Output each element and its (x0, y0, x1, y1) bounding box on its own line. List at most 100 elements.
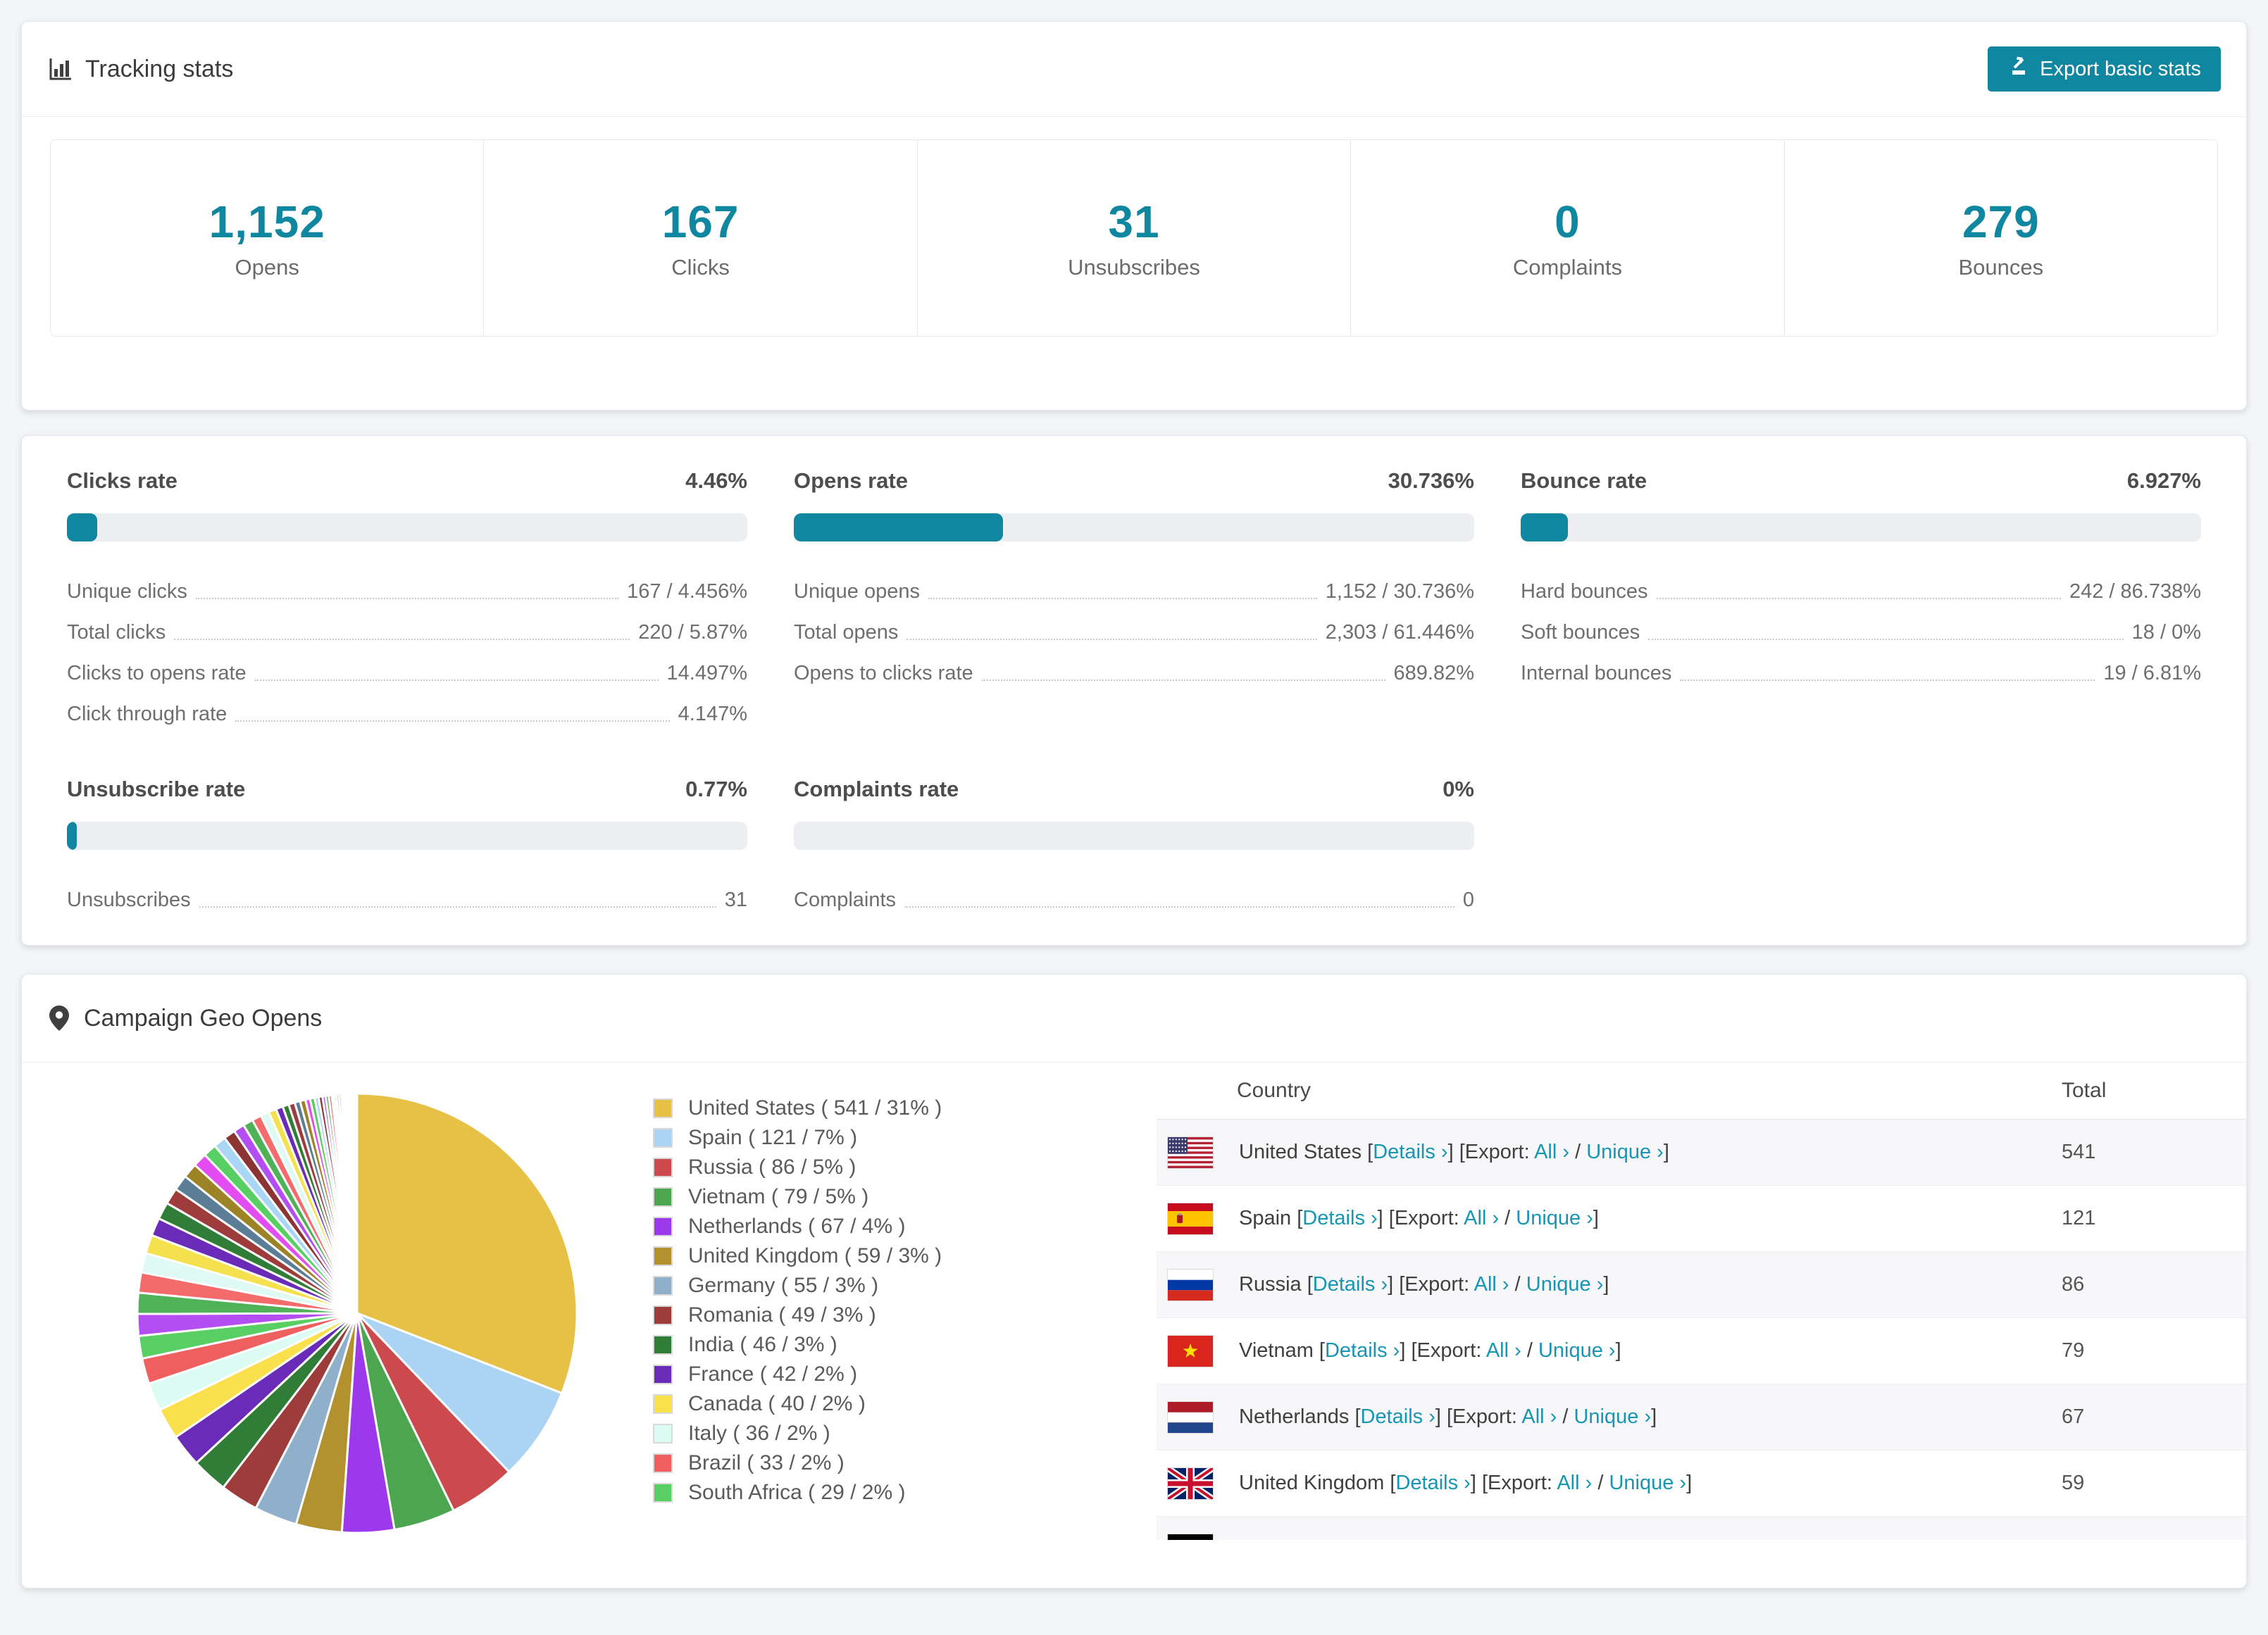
legend-item: Spain ( 121 / 7% ) (653, 1123, 942, 1153)
geo-card-title: Campaign Geo Opens (47, 1004, 322, 1032)
rate-row-label: Unique opens (794, 581, 920, 603)
export-unique-link[interactable]: Unique › (1547, 1538, 1625, 1540)
rate-progress-track (794, 822, 1474, 850)
legend-label: Italy ( 36 / 2% ) (688, 1422, 830, 1446)
campaign-geo-opens-card: Campaign Geo Opens United States ( 541 /… (21, 974, 2247, 1589)
export-all-link[interactable]: All › (1534, 1141, 1569, 1163)
leader-dots (1657, 598, 2061, 599)
country-links: United Kingdom [Details ›] [Export: All … (1239, 1472, 1692, 1495)
rate-row-label: Total clicks (67, 622, 166, 644)
legend-item: Romania ( 49 / 3% ) (653, 1301, 942, 1330)
export-all-link[interactable]: All › (1464, 1207, 1499, 1229)
geo-table-body: United States [Details ›] [Export: All ›… (1157, 1120, 2246, 1540)
export-all-link[interactable]: All › (1495, 1538, 1531, 1540)
total-column-header: Total (2062, 1079, 2246, 1103)
legend-label: United Kingdom ( 59 / 3% ) (688, 1244, 942, 1268)
export-unique-link[interactable]: Unique › (1574, 1405, 1651, 1428)
details-link[interactable]: Details › (1395, 1472, 1470, 1494)
leader-dots (255, 679, 659, 681)
details-link[interactable]: Details › (1302, 1207, 1377, 1229)
export-all-link[interactable]: All › (1557, 1472, 1592, 1494)
details-link[interactable]: Details › (1334, 1538, 1409, 1540)
legend-label: Netherlands ( 67 / 4% ) (688, 1215, 905, 1239)
legend-label: Romania ( 49 / 3% ) (688, 1303, 876, 1327)
country-cell: Russia [Details ›] [Export: All › / Uniq… (1157, 1269, 2062, 1301)
rate-row-value: 220 / 5.87% (638, 622, 747, 644)
country-name: Netherlands (1239, 1405, 1354, 1428)
country-name: Spain (1239, 1207, 1297, 1229)
country-cell: Spain [Details ›] [Export: All › / Uniqu… (1157, 1203, 2062, 1235)
geo-table-row-vn[interactable]: Vietnam [Details ›] [Export: All › / Uni… (1157, 1318, 2246, 1384)
details-link[interactable]: Details › (1373, 1141, 1447, 1163)
total-cell: 86 (2062, 1273, 2246, 1296)
export-unique-link[interactable]: Unique › (1526, 1273, 1604, 1296)
geo-content: United States ( 541 / 31% )Spain ( 121 /… (22, 1063, 2246, 1540)
us-flag-icon (1167, 1136, 1214, 1169)
export-unique-link[interactable]: Unique › (1609, 1472, 1686, 1494)
rate-value: 30.736% (1388, 468, 1474, 494)
export-unique-link[interactable]: Unique › (1538, 1339, 1616, 1362)
rate-value: 0% (1443, 777, 1474, 802)
details-link[interactable]: Details › (1313, 1273, 1388, 1296)
country-links: Netherlands [Details ›] [Export: All › /… (1239, 1405, 1657, 1429)
legend-swatch (653, 1365, 673, 1384)
country-name: United Kingdom (1239, 1472, 1390, 1494)
leader-dots (982, 679, 1385, 681)
geo-table-row-es[interactable]: Spain [Details ›] [Export: All › / Uniqu… (1157, 1186, 2246, 1252)
geo-table-row-nl[interactable]: Netherlands [Details ›] [Export: All › /… (1157, 1384, 2246, 1451)
legend-swatch (653, 1217, 673, 1236)
country-name: United States (1239, 1141, 1367, 1163)
rate-progress-track (67, 513, 747, 541)
geo-table-row-ru[interactable]: Russia [Details ›] [Export: All › / Uniq… (1157, 1252, 2246, 1318)
geo-table: Country Total United States [Details ›] … (1157, 1063, 2246, 1540)
legend-label: Canada ( 40 / 2% ) (688, 1392, 866, 1416)
geo-table-row-de[interactable]: Germany [Details ›] [Export: All › / Uni… (1157, 1517, 2246, 1540)
total-cell: 79 (2062, 1339, 2246, 1362)
bracket-open: [ (1319, 1339, 1325, 1362)
rate-row-value: 19 / 6.81% (2103, 663, 2201, 685)
leader-dots (196, 598, 618, 599)
details-link[interactable]: Details › (1361, 1405, 1435, 1428)
export-unique-link[interactable]: Unique › (1586, 1141, 1664, 1163)
export-basic-stats-button[interactable]: Export basic stats (1988, 46, 2221, 92)
legend-swatch (653, 1158, 673, 1177)
geo-table-row-us[interactable]: United States [Details ›] [Export: All ›… (1157, 1120, 2246, 1186)
geo-pie-chart (132, 1086, 582, 1537)
export-all-link[interactable]: All › (1521, 1405, 1557, 1428)
bracket-mid: ] [Export: (1435, 1405, 1522, 1428)
bracket-close: ] (1651, 1405, 1657, 1428)
bracket-mid: ] [Export: (1448, 1141, 1535, 1163)
legend-swatch (653, 1305, 673, 1325)
rate-row-value: 167 / 4.456% (627, 581, 747, 603)
bracket-mid: ] [Export: (1471, 1472, 1557, 1494)
export-all-link[interactable]: All › (1474, 1273, 1509, 1296)
rate-row-value: 2,303 / 61.446% (1326, 622, 1474, 644)
stat-value: 31 (1108, 196, 1159, 248)
rate-progress-track (67, 822, 747, 850)
rate-row-value: 242 / 86.738% (2069, 581, 2201, 603)
legend-label: South Africa ( 29 / 2% ) (688, 1481, 905, 1505)
export-all-link[interactable]: All › (1486, 1339, 1521, 1362)
geo-table-header: Country Total (1157, 1063, 2246, 1120)
rate-row-value: 0 (1463, 889, 1474, 912)
details-link[interactable]: Details › (1325, 1339, 1400, 1362)
es-flag-icon (1167, 1203, 1214, 1235)
legend-label: France ( 42 / 2% ) (688, 1362, 857, 1386)
link-slash: / (1509, 1273, 1526, 1296)
tracking-card-header: Tracking stats Export basic stats (22, 22, 2246, 117)
geo-table-row-gb[interactable]: United Kingdom [Details ›] [Export: All … (1157, 1451, 2246, 1517)
rate-title: Opens rate (794, 468, 908, 494)
export-unique-link[interactable]: Unique › (1516, 1207, 1593, 1229)
stat-label: Bounces (1959, 255, 2044, 280)
